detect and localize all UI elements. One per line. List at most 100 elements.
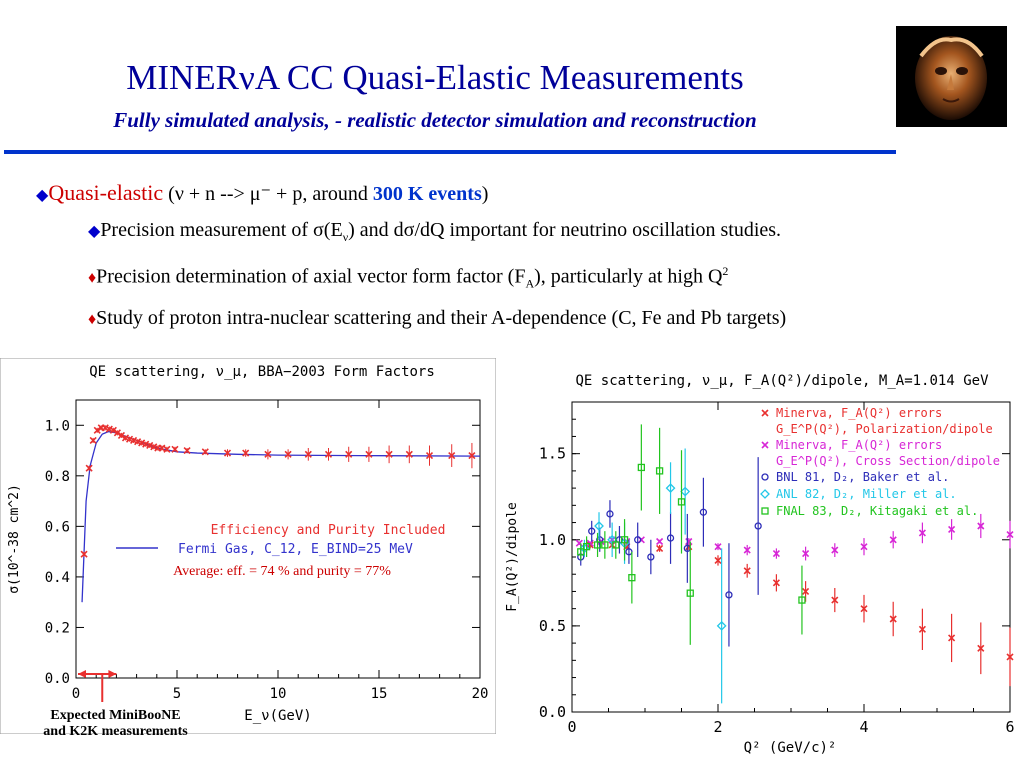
data-point-square <box>686 589 694 597</box>
data-point <box>365 450 373 458</box>
legend-marker-square <box>761 507 769 515</box>
sub-bullet-subscript: ν <box>342 230 349 244</box>
title-divider <box>4 150 896 154</box>
data-point <box>146 441 154 450</box>
data-point-x <box>714 556 722 565</box>
legend-efficiency: Efficiency and Purity Included <box>211 523 446 538</box>
data-point-x-stroke <box>714 556 722 565</box>
data-point <box>130 436 138 445</box>
legend-fermi-gas: Fermi Gas, C_12, E_BIND=25 MeV <box>178 542 413 557</box>
data-point <box>405 450 413 458</box>
data-point-stroke <box>121 434 130 442</box>
data-point-x-stroke <box>586 541 594 549</box>
annotation-line: and K2K measurements <box>43 724 188 739</box>
data-point <box>183 446 191 455</box>
arrow-head-right <box>108 670 117 678</box>
bullet-label: Quasi-elastic <box>48 180 164 205</box>
data-point-x <box>743 567 751 575</box>
data-point <box>345 450 353 458</box>
data-point-x <box>860 543 868 551</box>
data-point-x-stroke <box>772 549 780 558</box>
data-point-x-stroke <box>918 529 926 537</box>
data-point-circle <box>725 591 733 599</box>
data-point <box>85 464 93 472</box>
data-point-stroke <box>304 450 312 458</box>
data-point <box>264 450 272 458</box>
data-point-stroke <box>105 425 113 433</box>
x-tick-label: 10 <box>270 686 287 702</box>
data-point-stroke <box>425 452 434 460</box>
data-point <box>121 434 130 442</box>
diamond-bullet-icon: ♦ <box>88 269 97 287</box>
chart-title: QE scattering, ν_μ, F_A(Q²)/dipole, M_A=… <box>575 373 989 389</box>
sub-bullet-text: Precision measurement of σ(E <box>100 219 343 241</box>
data-point-stroke <box>158 444 166 452</box>
data-point-diamond <box>716 620 727 631</box>
data-point-stroke <box>345 450 353 458</box>
data-point-x-stroke <box>977 644 985 652</box>
y-tick-label: 0.4 <box>45 570 70 586</box>
data-point-x <box>889 536 897 544</box>
legend-gep-xs: G_E^P(Q²), Cross Section/dipole <box>776 454 1000 468</box>
data-point-stroke <box>385 450 393 458</box>
data-point-x-stroke <box>918 625 926 633</box>
data-point <box>89 436 97 445</box>
data-point-circle <box>625 548 633 556</box>
data-point <box>138 439 146 447</box>
data-point-stroke <box>101 424 109 432</box>
bullet-list: ◆Quasi-elastic (ν + n --> μ⁻ + p, around… <box>36 176 786 337</box>
x-tick-label: 0 <box>567 718 576 736</box>
sub-bullet-nuclear: ♦Study of proton intra-nuclear scatterin… <box>88 301 786 337</box>
data-point-x <box>772 549 780 558</box>
sub-bullet-text: ) and dσ/dQ important for neutrino oscil… <box>348 219 782 241</box>
data-point <box>171 445 179 453</box>
data-point-x-stroke <box>656 537 664 546</box>
data-point-x <box>831 546 839 554</box>
data-point-x-stroke <box>772 579 780 587</box>
data-point-x <box>977 644 985 652</box>
data-point <box>125 435 134 443</box>
data-point-diamond <box>594 521 604 531</box>
data-point-x <box>656 544 664 552</box>
data-point-x-stroke <box>831 546 839 554</box>
data-point-x <box>948 525 956 534</box>
data-point <box>158 444 166 452</box>
annotation-text: Expected MiniBooNE and K2K measurements <box>28 708 203 740</box>
data-point-stroke <box>130 436 138 445</box>
minerva-logo <box>896 26 1007 127</box>
sub-bullet-text: ), particularly at high Q <box>534 265 723 288</box>
legend-anl: ANL 82, D₂, Miller et al. <box>776 487 957 501</box>
data-point-x <box>1006 653 1014 661</box>
data-point-x <box>860 605 868 613</box>
diamond-bullet-icon: ◆ <box>88 223 101 240</box>
data-point-x-stroke <box>977 522 985 530</box>
data-point-circle <box>647 553 655 561</box>
data-point-circle <box>699 508 708 516</box>
data-point <box>117 431 126 439</box>
data-point-x-stroke <box>743 567 751 575</box>
diamond-bullet-icon: ◆ <box>36 187 49 204</box>
data-point-x <box>831 596 839 604</box>
legend-marker-x-stroke <box>761 441 769 449</box>
page-subtitle: Fully simulated analysis, - realistic de… <box>113 108 757 132</box>
data-point-square <box>677 498 686 506</box>
y-tick-label: 0.5 <box>539 617 566 635</box>
legend: Minerva, F_A(Q²) errors G_E^P(Q²), Polar… <box>760 406 1000 518</box>
data-point-stroke <box>89 436 97 445</box>
data-point-x-stroke <box>743 546 751 554</box>
data-point-circle <box>588 527 596 535</box>
data-point <box>109 426 117 434</box>
data-point-x <box>802 587 810 596</box>
legend-marker-diamond <box>760 489 770 499</box>
data-point <box>93 426 101 434</box>
data-point-square <box>593 541 602 549</box>
data-point <box>385 450 393 458</box>
legend-gep-pol: G_E^P(Q²), Polarization/dipole <box>776 422 993 436</box>
data-point-circle <box>754 522 762 530</box>
page-title: MINERνA CC Quasi-Elastic Measurements <box>126 58 744 97</box>
data-point-stroke <box>365 450 373 458</box>
x-tick-label: 2 <box>713 718 722 736</box>
annotation-line: Expected MiniBooNE <box>50 708 181 723</box>
x-tick-label: 0 <box>72 686 80 702</box>
x-tick-label: 6 <box>1005 718 1014 736</box>
